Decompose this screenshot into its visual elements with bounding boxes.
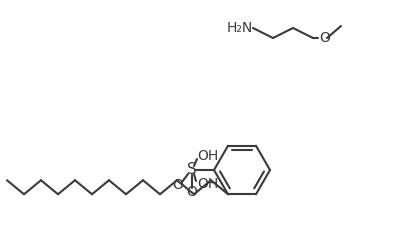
Text: OH: OH [197, 177, 218, 191]
Text: O: O [186, 185, 198, 199]
Text: H₂N: H₂N [227, 21, 253, 35]
Text: OH: OH [197, 149, 218, 163]
Text: O: O [319, 31, 330, 45]
Text: O: O [172, 178, 184, 192]
Text: S: S [187, 163, 197, 178]
